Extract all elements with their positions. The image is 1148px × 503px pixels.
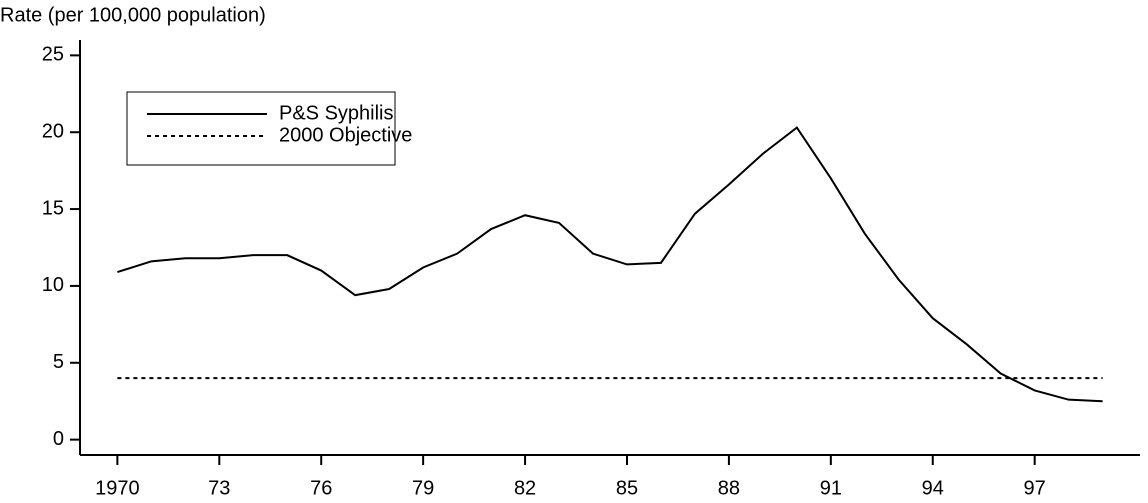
legend-label: P&S Syphilis — [279, 102, 394, 124]
y-tick-label: 15 — [42, 197, 64, 219]
x-tick-label: 79 — [412, 477, 434, 499]
y-tick-label: 25 — [42, 44, 64, 66]
y-tick-label: 5 — [53, 351, 64, 373]
x-tick-label: 76 — [310, 477, 332, 499]
x-tick-label: 85 — [616, 477, 638, 499]
legend-box — [126, 91, 396, 166]
x-tick-label: 1970 — [95, 477, 140, 499]
legend-label: 2000 Objective — [279, 124, 412, 146]
y-tick-label: 0 — [53, 428, 64, 450]
x-tick-label: 82 — [514, 477, 536, 499]
x-tick-label: 97 — [1024, 477, 1046, 499]
y-tick-label: 20 — [42, 121, 64, 143]
y-tick-label: 10 — [42, 274, 64, 296]
x-tick-label: 73 — [208, 477, 230, 499]
x-tick-label: 91 — [820, 477, 842, 499]
y-axis-label: Rate (per 100,000 population) — [0, 4, 266, 26]
data-line — [117, 126, 1103, 403]
x-tick-label: 94 — [922, 477, 944, 499]
x-tick-label: 88 — [718, 477, 740, 499]
